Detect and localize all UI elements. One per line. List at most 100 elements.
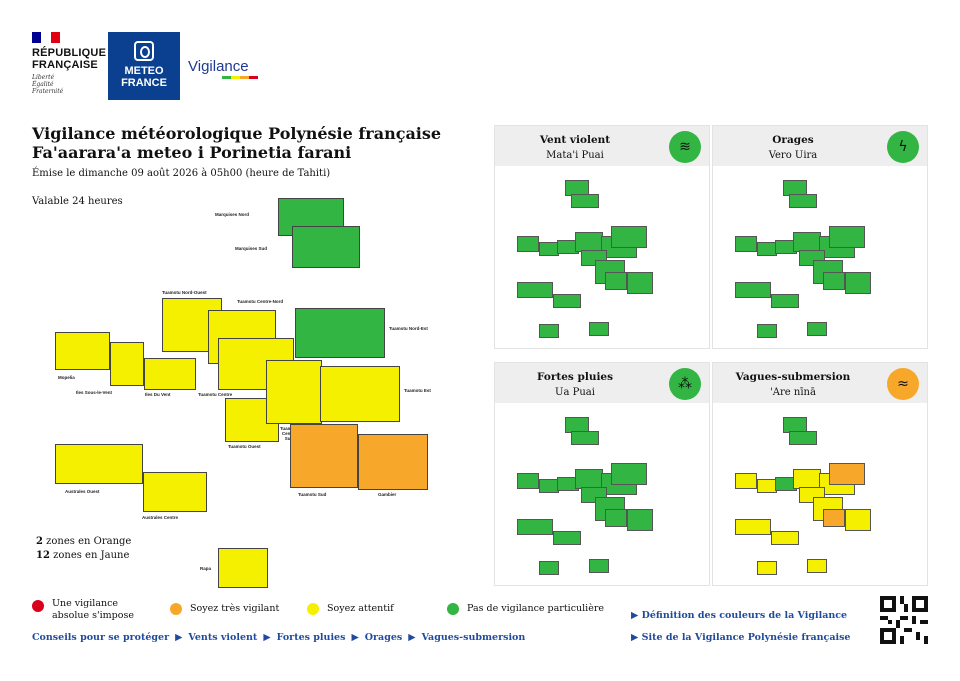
mini-zone — [823, 509, 845, 527]
panel-title: Fortes pluies — [536, 371, 614, 383]
qr-code-icon[interactable] — [880, 596, 928, 644]
legend-green-label: Pas de vigilance particulière — [467, 603, 604, 614]
link-definition[interactable]: ▶ Définition des couleurs de la Vigilanc… — [631, 610, 847, 621]
emission-date: Émise le dimanche 09 août 2026 à 05h00 (… — [32, 168, 331, 179]
mini-zone — [605, 509, 627, 527]
link-definition-label: Définition des couleurs de la Vigilance — [641, 610, 848, 621]
count-yellow: 12 zones en Jaune — [36, 550, 129, 561]
zone-gambier[interactable] — [358, 434, 428, 490]
motto-1: Liberté — [32, 74, 55, 81]
meteo-france-logo: METEO FRANCE — [108, 32, 180, 100]
mini-zone — [735, 473, 757, 489]
count-yellow-text: zones en Jaune — [49, 550, 130, 561]
label-tuamotu-sud: Tuamotu Sud — [298, 492, 327, 497]
mini-zone — [845, 509, 871, 531]
zone-iles-sous-le-vent[interactable] — [110, 342, 144, 386]
republique-francaise-logo: RÉPUBLIQUE FRANÇAISE Liberté Égalité Frater… — [32, 32, 112, 95]
zone-australes-centre[interactable] — [143, 472, 207, 512]
mini-zone — [589, 322, 609, 336]
legend-yellow: Soyez attentif — [307, 603, 394, 615]
page-title-tahitian: Fa'aarara'a meteo i Porinetia farani — [32, 143, 352, 162]
main-vigilance-map: Marquises Nord Marquises Sud Tuamotu Nor… — [0, 0, 480, 600]
mini-zone — [575, 469, 603, 489]
mini-zone — [605, 272, 627, 290]
yellow-dot-icon — [307, 603, 319, 615]
mini-zone — [571, 431, 599, 445]
mini-zone — [771, 531, 799, 545]
orange-dot-icon — [170, 603, 182, 615]
wind-icon: ≋ — [669, 131, 701, 163]
mini-zone — [823, 272, 845, 290]
mini-zone — [553, 294, 581, 308]
motto-3: Fraternité — [32, 88, 64, 95]
lightning-icon: ϟ — [887, 131, 919, 163]
link-pluies-arrow-icon: ▶ — [263, 632, 271, 643]
mini-zone — [735, 236, 757, 252]
mini-zone — [757, 561, 777, 575]
link-pluies[interactable]: Fortes pluies — [276, 632, 346, 643]
zone-marquises-sud[interactable] — [292, 226, 360, 268]
label-iles-du-vent: Iles Du Vent — [145, 392, 171, 397]
label-marquises-nord: Marquises Nord — [215, 212, 250, 217]
panel-fortes-pluies[interactable]: Fortes pluies Ua Puai ⁂ — [494, 362, 710, 586]
mini-zone — [611, 226, 647, 248]
zone-tuamotu-sud[interactable] — [290, 424, 358, 488]
zone-australes-ouest[interactable] — [55, 444, 143, 484]
label-iles-sous-le-vent: Iles Sous-le-Vent — [76, 390, 113, 395]
zone-tuamotu-centre-sud[interactable] — [266, 360, 322, 424]
meteo-logo-line-1: METEO — [124, 65, 164, 77]
label-rapa: Rapa — [200, 566, 212, 571]
zone-tuamotu-nord-est[interactable] — [295, 308, 385, 358]
rain-icon: ⁂ — [669, 368, 701, 400]
link-orages-arrow-icon: ▶ — [351, 632, 359, 643]
legend-red-label: Une vigilance absolue s'impose — [52, 598, 134, 621]
zone-iles-du-vent[interactable] — [144, 358, 196, 390]
panel-vent-violent[interactable]: Vent violent Mata'i Puai ≋ — [494, 125, 710, 349]
zone-tuamotu-est[interactable] — [320, 366, 400, 422]
link-site[interactable]: ▶ Site de la Vigilance Polynésie françai… — [631, 632, 850, 643]
panel-vagues-submersion[interactable]: Vagues-submersion 'Are nīnā ≈ — [712, 362, 928, 586]
count-orange-text: zones en Orange — [42, 536, 132, 547]
panel-title: Vent violent — [539, 134, 611, 146]
zone-rapa[interactable] — [218, 548, 268, 588]
label-marquises-sud: Marquises Sud — [235, 246, 268, 251]
mini-zone — [829, 463, 865, 485]
count-orange: 2 zones en Orange — [36, 536, 131, 547]
panel-title: Orages — [772, 134, 814, 146]
mini-zone — [553, 531, 581, 545]
mini-zone — [589, 559, 609, 573]
panel-orages[interactable]: Orages Vero Uira ϟ — [712, 125, 928, 349]
legend-orange-label: Soyez très vigilant — [190, 603, 280, 614]
rf-line-1: RÉPUBLIQUE — [32, 47, 107, 59]
legend-orange: Soyez très vigilant — [170, 603, 279, 615]
link-orages[interactable]: Orages — [364, 632, 403, 643]
page-title: Vigilance météorologique Polynésie franç… — [32, 124, 442, 143]
label-tuamotu-ouest: Tuamotu Ouest — [228, 444, 261, 449]
link-vagues[interactable]: Vagues-submersion — [421, 632, 526, 643]
mini-zone — [735, 282, 771, 298]
panel-subtitle: Ua Puai — [555, 387, 595, 398]
mini-zone — [793, 232, 821, 252]
link-site-label: Site de la Vigilance Polynésie française — [641, 632, 851, 643]
mini-zone — [735, 519, 771, 535]
waves-icon: ≈ — [887, 368, 919, 400]
meteo-france-emblem-icon — [134, 41, 154, 61]
mini-zone — [793, 469, 821, 489]
zone-mopelia[interactable] — [55, 332, 110, 370]
label-gambier: Gambier — [378, 492, 397, 497]
label-tuamotu-nord-ouest: Tuamotu Nord-Ouest — [162, 290, 207, 295]
mini-zone — [829, 226, 865, 248]
panel-title: Vagues-submersion — [735, 371, 851, 383]
link-definition-arrow-icon: ▶ — [631, 610, 642, 621]
mini-zone — [539, 242, 559, 256]
legend-green: Pas de vigilance particulière — [447, 603, 604, 615]
mini-zone — [771, 294, 799, 308]
link-conseils[interactable]: Conseils pour se protéger — [32, 632, 170, 643]
meteo-logo-line-2: FRANCE — [121, 77, 167, 89]
mini-zone — [517, 236, 539, 252]
panel-subtitle: 'Are nīnā — [770, 387, 816, 398]
link-site-arrow-icon: ▶ — [631, 632, 642, 643]
link-vents[interactable]: Vents violent — [188, 632, 258, 643]
label-tuamotu-nord-est: Tuamotu Nord-Est — [389, 326, 428, 331]
bottom-links: Conseils pour se protéger ▶ Vents violent… — [32, 632, 525, 643]
